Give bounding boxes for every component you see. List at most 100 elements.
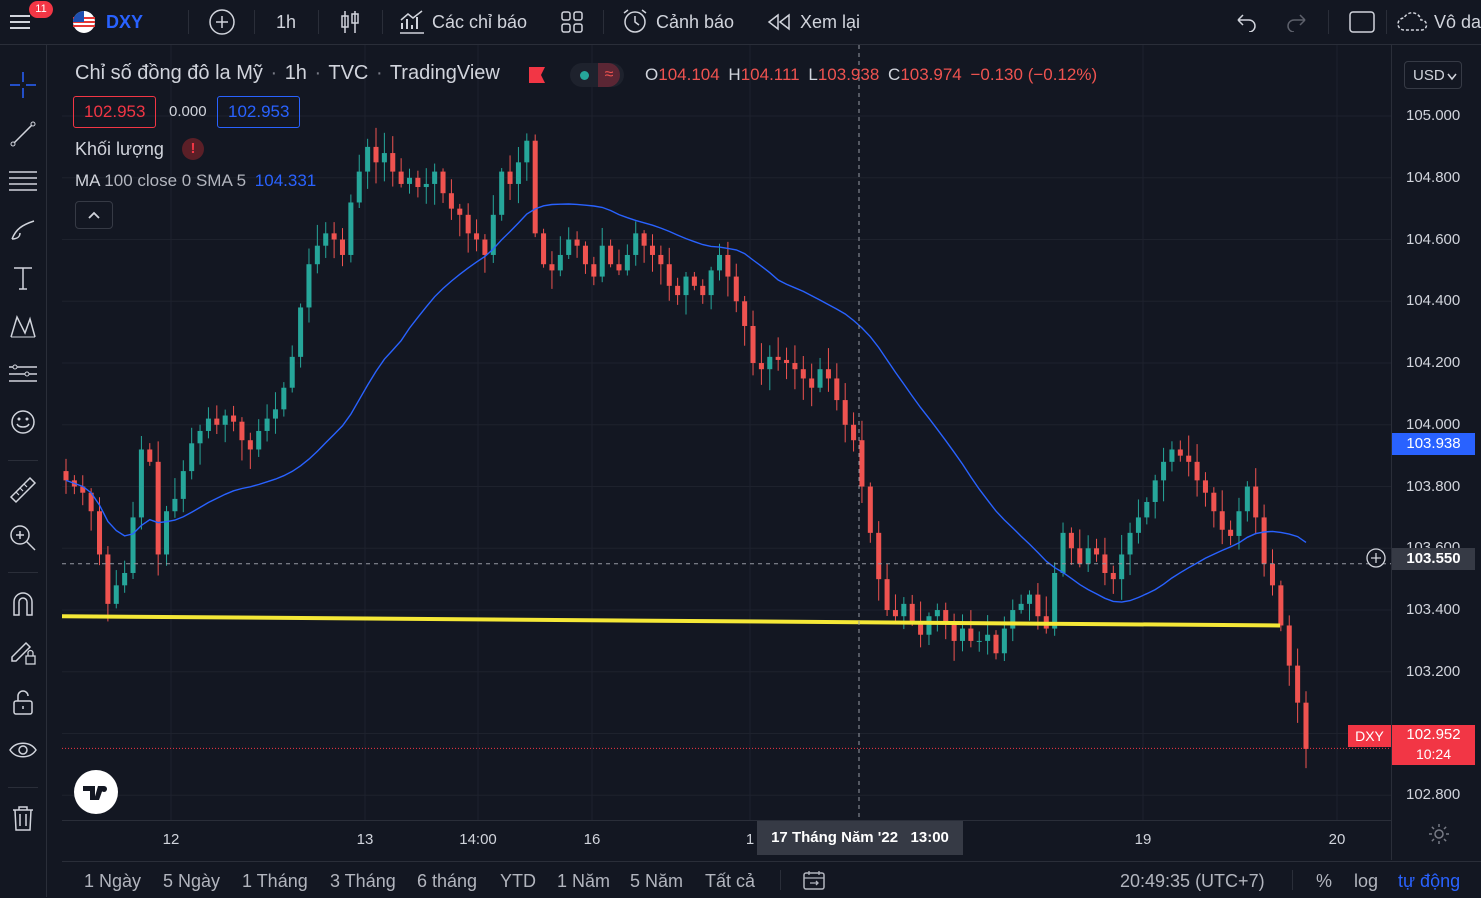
candle-body (407, 177, 413, 184)
alarm-clock-icon (623, 9, 647, 33)
symbol-description[interactable]: Chỉ số đồng đô la Mỹ (75, 62, 263, 84)
ma-indicator-legend[interactable]: MA 100 close 0 SMA 5 104.331 (75, 171, 316, 191)
undo-button[interactable] (1234, 0, 1258, 44)
pattern-icon (10, 314, 36, 338)
price-chart[interactable] (62, 45, 1391, 820)
add-alert-button[interactable] (1365, 547, 1387, 569)
time-label: 1 (745, 831, 755, 848)
candle-body (641, 233, 647, 246)
trend-line-tool[interactable] (6, 117, 40, 151)
tradingview-logo[interactable] (74, 770, 118, 814)
moving-average-line[interactable] (65, 203, 1307, 603)
range-6m-button[interactable]: 6 tháng (417, 871, 478, 891)
candle-body (1001, 628, 1007, 654)
indicators-button[interactable]: Các chỉ báo (398, 0, 527, 44)
candle-body (825, 369, 831, 379)
time-label: 20 (1328, 831, 1346, 848)
log-scale-button[interactable]: log (1354, 871, 1379, 891)
magnet-tool[interactable] (6, 587, 40, 621)
price-axis[interactable]: USD 105.000 104.800 104.600 104.400 104.200 1… (1391, 45, 1481, 860)
interval-button[interactable]: 1h (276, 11, 297, 32)
flag-icon[interactable] (528, 66, 546, 84)
range-ytd-button[interactable]: YTD (500, 871, 536, 891)
horizontal-support-line[interactable] (62, 614, 1281, 628)
candle-body (959, 628, 965, 641)
candle-body (934, 610, 940, 617)
volume-indicator-label[interactable]: Khối lượng (75, 139, 164, 159)
currency-selector[interactable]: USD (1404, 61, 1462, 89)
candle-body (1295, 665, 1301, 703)
remove-drawings-tool[interactable] (6, 801, 40, 835)
candle-body (809, 378, 815, 388)
range-all-button[interactable]: Tất cả (705, 871, 756, 891)
candle-body (155, 461, 161, 555)
redo-button[interactable] (1285, 0, 1309, 44)
chart-pane[interactable] (62, 45, 1391, 820)
icon-tool[interactable] (6, 405, 40, 439)
buy-button[interactable]: 102.953 (217, 96, 301, 128)
market-status-toggle[interactable]: ≈ (570, 63, 624, 87)
measure-tool[interactable] (6, 473, 40, 507)
candle-body (1018, 603, 1024, 611)
percent-scale-button[interactable]: % (1316, 871, 1333, 891)
range-1d-button[interactable]: 1 Ngày (84, 871, 142, 891)
prediction-tool[interactable] (6, 357, 40, 391)
trash-icon (13, 806, 33, 831)
fullscreen-button[interactable] (1348, 0, 1376, 44)
compare-symbol-button[interactable] (208, 0, 236, 44)
range-1m-button[interactable]: 1 Tháng (242, 871, 308, 891)
candle-body (1144, 501, 1150, 518)
candle-body (733, 276, 739, 302)
cloud-save-button[interactable]: Vô da (1396, 0, 1481, 44)
fib-tool[interactable] (6, 165, 40, 199)
plus-circle-icon (1366, 548, 1386, 568)
legend-source: TradingView (389, 62, 500, 84)
last-price-value: 102.952 (1406, 726, 1461, 743)
grid-layout-icon (561, 11, 583, 33)
candle-body (666, 264, 672, 286)
candle-body (88, 492, 94, 512)
forecast-icon (9, 364, 37, 382)
time-axis[interactable]: 12 13 14:00 16 1 19 20 17 Tháng Năm '22 … (62, 820, 1391, 861)
chart-type-button[interactable] (338, 0, 362, 44)
candle-body (147, 449, 153, 462)
collapse-legend-button[interactable] (75, 201, 113, 229)
alert-button[interactable]: Cảnh báo (620, 0, 734, 44)
market-open-dot-icon (580, 71, 589, 80)
lock-drawing-tool[interactable] (6, 635, 40, 669)
range-1y-button[interactable]: 1 Năm (557, 871, 611, 891)
brush-tool[interactable] (6, 213, 40, 247)
candle-body (608, 245, 614, 265)
auto-scale-button[interactable]: tự động (1398, 871, 1461, 891)
lock-all-tool[interactable] (6, 685, 40, 719)
layouts-button[interactable] (560, 0, 584, 44)
candle-body (675, 285, 681, 296)
range-3m-button[interactable]: 3 Tháng (330, 871, 396, 891)
text-tool[interactable] (6, 261, 40, 295)
settings-button[interactable] (1427, 822, 1451, 851)
ma-value: 104.331 (254, 171, 317, 190)
legend-interval: 1h (284, 62, 307, 84)
ma-price-tag: 103.938 (1392, 433, 1475, 455)
candle-body (390, 153, 396, 172)
hide-tool[interactable] (6, 733, 40, 767)
range-5y-button[interactable]: 5 Năm (630, 871, 684, 891)
menu-button[interactable] (8, 0, 36, 44)
timezone-clock[interactable]: 20:49:35 (UTC+7) (1120, 871, 1265, 891)
symbol-search-button[interactable]: DXY (72, 0, 143, 44)
range-5d-button[interactable]: 5 Ngày (163, 871, 221, 891)
smiley-icon (11, 410, 35, 434)
sell-button[interactable]: 102.953 (73, 96, 157, 128)
candle-body (851, 424, 857, 441)
replay-button[interactable]: Xem lại (766, 0, 860, 44)
candle-body (222, 415, 228, 425)
go-to-date-button[interactable] (802, 869, 826, 896)
crosshair-tool[interactable] (6, 68, 40, 102)
warning-icon[interactable]: ! (182, 138, 204, 160)
pattern-tool[interactable] (6, 309, 40, 343)
zoom-tool[interactable] (6, 521, 40, 555)
candle-body (130, 517, 136, 573)
candle-body (1202, 480, 1208, 493)
candle-body (985, 634, 991, 641)
price-tick-label: 103.800 (1406, 477, 1461, 495)
